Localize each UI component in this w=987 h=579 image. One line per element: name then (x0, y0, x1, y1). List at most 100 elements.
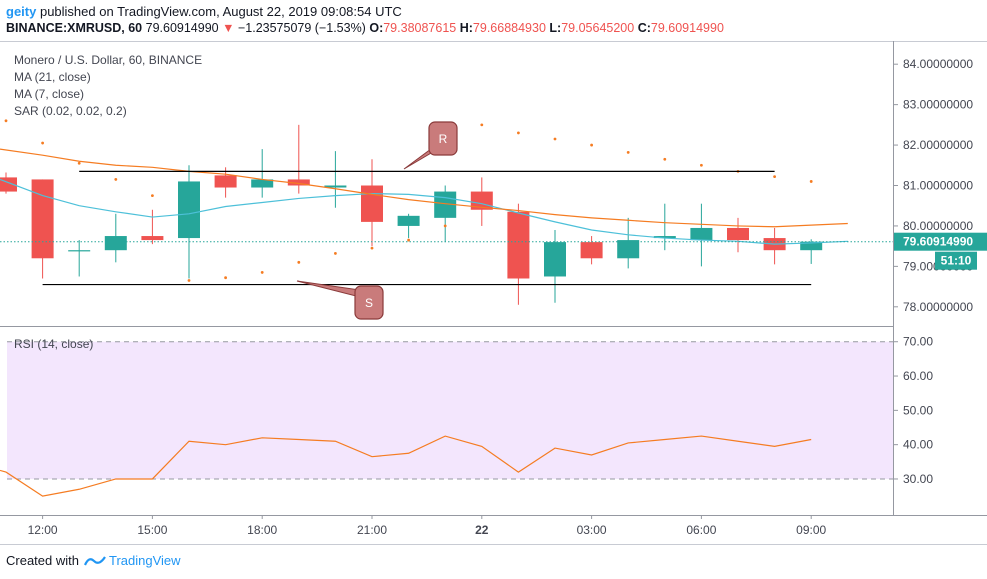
price-tick-label: 80.00000000 (903, 219, 973, 233)
time-tick-label: 15:00 (137, 523, 167, 537)
candle-up[interactable] (690, 203, 713, 267)
rsi-tick-label: 60.00 (903, 369, 933, 383)
created-with-text: Created with (6, 553, 79, 568)
tradingview-brand[interactable]: TradingView (108, 553, 181, 568)
candle-up[interactable] (617, 217, 640, 269)
close-label: C: (637, 21, 651, 35)
sar-dot (4, 119, 8, 123)
candle-body (361, 185, 383, 222)
ma21-legend[interactable]: MA (21, close) (14, 70, 91, 84)
sar-dot (626, 150, 630, 154)
candle-down[interactable] (727, 217, 749, 253)
candle-body (507, 211, 530, 279)
ma7-legend[interactable]: MA (7, close) (14, 87, 85, 101)
ma7-line[interactable] (0, 178, 848, 245)
time-tick-label: 03:00 (577, 523, 607, 537)
price-tick-label: 82.00000000 (903, 138, 973, 152)
candle-up[interactable] (178, 165, 200, 279)
sar-dot (443, 224, 447, 228)
candle-body (544, 242, 566, 277)
candle-body (617, 240, 640, 259)
candle-up[interactable] (251, 149, 274, 198)
sar-dot (407, 238, 410, 242)
time-tick-label: 18:00 (247, 523, 277, 537)
sar-dot (224, 276, 228, 280)
candle-body (727, 227, 749, 241)
candle-body (653, 236, 676, 239)
candle-up[interactable] (544, 229, 566, 303)
annotations[interactable]: R S 79.60914990 51:10 (42, 121, 987, 320)
time-tick-label: 21:00 (357, 523, 387, 537)
open-value: 79.38087615 (383, 21, 457, 35)
candle-down[interactable] (580, 236, 603, 265)
resistance-callout[interactable] (428, 121, 458, 156)
support-callout[interactable] (354, 285, 384, 320)
sar-dot (773, 175, 776, 179)
candle-up[interactable] (104, 213, 127, 263)
price-tick-label: 84.00000000 (903, 57, 973, 71)
price-tag-label: 79.60914990 (903, 235, 973, 249)
candle-down[interactable] (287, 124, 310, 194)
rsi-line[interactable] (0, 435, 812, 497)
time-tick-label: 09:00 (796, 523, 826, 537)
candle-down[interactable] (214, 167, 237, 198)
sar-dot (297, 260, 301, 264)
sar-dot (151, 194, 154, 198)
rsi-pane[interactable] (0, 341, 893, 497)
price-tick-label: 78.00000000 (903, 300, 973, 314)
sar-dot (553, 137, 557, 141)
down-arrow-icon: ▼ (222, 21, 235, 35)
price-chart[interactable]: 84.00000000 83.00000000 82.00000000 81.0000… (0, 40, 987, 545)
candle-body (397, 215, 420, 226)
chart-title: Monero / U.S. Dollar, 60, BINANCE (14, 53, 203, 67)
countdown-tag (935, 251, 977, 270)
candle-down[interactable] (141, 209, 164, 245)
candle-up[interactable] (653, 203, 676, 251)
rsi-tick-label: 30.00 (903, 472, 933, 486)
countdown-tag-label: 51:10 (941, 254, 972, 268)
sar-dot (700, 163, 703, 167)
candle-body (800, 241, 823, 251)
candle-body (324, 185, 347, 188)
rsi-tick-label: 50.00 (903, 403, 933, 417)
published-text: published on TradingView.com, August 22,… (39, 4, 402, 19)
sar-legend[interactable]: SAR (0.02, 0.02, 0.2) (14, 104, 127, 118)
sar-dot (41, 141, 44, 145)
time-tick-label: 12:00 (28, 523, 58, 537)
author-name[interactable]: geity (6, 4, 37, 19)
sar-dot (114, 178, 118, 181)
candle-body (178, 181, 200, 239)
high-label: H: (459, 21, 473, 35)
candle-body (690, 227, 713, 241)
ma21-line[interactable] (0, 148, 848, 228)
low-label: L: (549, 21, 562, 35)
candle-body (31, 179, 54, 259)
candle-body (104, 236, 127, 251)
axes: 84.00000000 83.00000000 82.00000000 81.0000… (0, 41, 987, 545)
sar-dot (260, 271, 264, 274)
candle-up[interactable] (68, 240, 91, 277)
candle-body (68, 250, 91, 252)
candle-down[interactable] (507, 203, 530, 305)
high-value: 79.66884930 (472, 21, 546, 35)
open-label: O: (369, 21, 384, 35)
sar-dot (480, 123, 484, 127)
symbol-header: BINANCE:XMRUSD, 60 79.60914990 ▼ −1.2357… (6, 21, 724, 35)
support-callout-label: S (365, 296, 373, 310)
tradingview-logo-icon (83, 555, 106, 565)
price-tag (894, 232, 987, 251)
symbol-label: BINANCE:XMRUSD, 60 (6, 21, 143, 35)
candle-up[interactable] (324, 151, 347, 208)
candle-up[interactable] (397, 213, 420, 239)
resistance-callout-label: R (439, 132, 448, 146)
price-pane[interactable] (0, 119, 893, 305)
rsi-legend[interactable]: RSI (14, close) (14, 337, 94, 351)
time-tick-label: 22 (475, 523, 489, 537)
sar-dot (517, 131, 520, 135)
candle-body (287, 179, 310, 186)
candle-body (251, 179, 274, 188)
sar-dot (809, 180, 813, 183)
sar-dot (590, 143, 593, 147)
rsi-tick-label: 70.00 (903, 335, 933, 349)
sar-dot (663, 157, 667, 161)
